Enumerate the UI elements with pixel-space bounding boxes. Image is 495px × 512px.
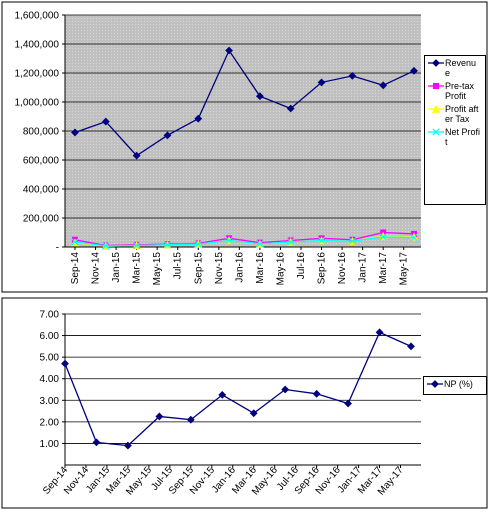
marker [407,342,415,351]
y-tick-label: 3.00 [40,396,60,407]
marker [317,236,326,245]
marker [379,233,387,241]
marker [186,415,195,424]
y-tick-label: 4.00 [40,374,60,385]
legend: Revenue Pre-tax Profit Profit after Tax Net… [424,55,486,205]
marker [71,128,79,137]
legend-label: Revenue [445,58,477,78]
marker [133,241,141,250]
series-line [64,331,412,447]
x-tick-label: Jul-15 [173,252,184,280]
y-tick-label: 1,600,000 [15,11,60,22]
marker [225,46,233,55]
x-tick-label: Sep-15 [193,252,204,285]
marker [71,238,79,246]
legend-label: NP (%) [444,379,473,389]
x-tick-label: Nov-16 [337,252,348,285]
marker [124,441,132,450]
series-line [74,231,415,247]
x-tick-label: Jan-16 [234,252,245,283]
legend-swatch [428,83,444,89]
x-tick-label: May-15 [152,252,163,286]
marker [287,238,295,246]
marker [155,412,164,421]
y-tick-label: 1,000,000 [15,98,60,109]
marker [92,438,101,447]
y-tick-label: 1,200,000 [15,69,60,80]
y-tick-label: 1.00 [40,439,60,450]
marker [225,236,233,245]
marker [163,131,172,140]
marker [163,241,172,249]
marker [281,385,290,394]
x-tick-label: Sep-16 [317,252,328,285]
marker [432,128,440,136]
legend-item: Net Profit [427,127,483,147]
legend-swatch [428,59,444,67]
legend-swatch [427,380,443,388]
legend-label: Net Profit [445,127,481,147]
y-tick-label: 600,000 [23,156,60,167]
series-line [74,236,415,247]
y-tick-label: 1,400,000 [15,40,60,51]
marker [431,380,439,388]
marker [431,104,441,113]
marker [102,242,110,250]
legend-item: Pre-tax Profit [427,81,483,101]
series-line [74,49,415,157]
y-tick-label: 5.00 [40,353,60,364]
y-tick-label: 6.00 [40,331,60,342]
y-tick-label: - [56,243,59,254]
y-tick-label: 200,000 [23,214,60,225]
legend-item: Revenue [427,58,483,78]
marker [312,389,321,398]
x-tick-label: Jul-16 [296,252,307,280]
marker [410,66,418,75]
x-tick-label: May-16 [275,252,286,286]
marker [249,409,258,418]
marker [256,92,264,101]
legend-item: Profit after Tax [427,104,483,124]
legend: NP (%) [423,376,487,395]
marker [433,83,439,89]
marker [286,104,295,113]
legend-label: Pre-tax Profit [445,81,475,101]
y-tick-label: 800,000 [23,127,60,138]
marker [344,399,352,408]
x-tick-label: Nov-14 [91,252,102,285]
x-tick-label: Sep-14 [70,252,81,285]
x-tick-label: May-17 [399,252,410,286]
marker [218,390,227,399]
legend-swatch [428,128,444,136]
marker [256,240,264,248]
legend-swatch [428,104,444,113]
marker [379,81,388,90]
marker [348,71,357,80]
x-tick-label: Jan-15 [111,252,122,283]
y-tick-label: 7.00 [40,310,60,321]
marker [194,240,202,248]
marker [132,151,141,160]
marker [432,59,440,67]
plot-area [65,314,421,465]
legend-item: NP (%) [426,379,484,389]
marker [61,359,69,368]
x-tick-label: Nov-15 [214,252,225,285]
y-tick-label: 400,000 [23,185,60,196]
x-tick-label: Mar-15 [132,252,143,284]
y-tick-label: 2.00 [40,417,60,428]
marker [317,78,326,87]
marker [348,237,356,245]
marker [375,328,384,337]
marker [194,114,203,123]
x-tick-label: Mar-17 [378,252,389,284]
x-tick-label: Mar-16 [255,252,266,284]
legend-label: Profit after Tax [445,104,479,124]
x-tick-label: Jan-17 [358,252,369,283]
marker [410,233,418,242]
marker [101,117,110,126]
